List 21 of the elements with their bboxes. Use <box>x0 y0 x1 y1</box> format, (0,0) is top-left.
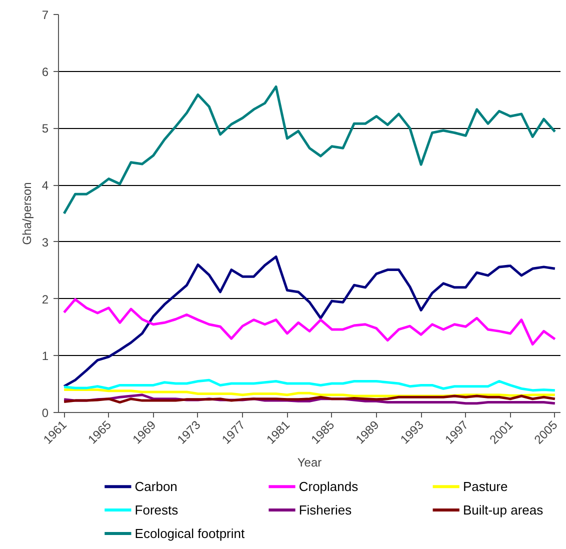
y-tick-label: 5 <box>42 122 49 136</box>
line-series <box>62 85 556 215</box>
line-series <box>62 378 556 392</box>
line-series <box>62 255 556 388</box>
legend-label: Ecological footprint <box>134 526 246 541</box>
legend-label: Carbon <box>134 479 178 494</box>
legend-label: Fisheries <box>298 502 352 518</box>
y-tick-label: 2 <box>42 292 49 306</box>
y-tick-label: 3 <box>42 235 49 250</box>
y-tick-label: 7 <box>42 8 49 22</box>
y-tick-label: 0 <box>42 406 49 420</box>
line-series <box>62 298 556 346</box>
legend-label: Built-up areas <box>462 502 544 518</box>
legend-label: Croplands <box>298 479 359 494</box>
y-tick-label: 4 <box>42 178 49 193</box>
y-tick-label: 1 <box>42 349 49 364</box>
y-tick-label: 6 <box>42 64 49 79</box>
x-axis-title: Year <box>297 456 322 470</box>
legend-label: Forests <box>134 502 179 518</box>
y-axis-title: Gha/person <box>20 182 34 245</box>
legend-label: Pasture <box>462 479 508 494</box>
